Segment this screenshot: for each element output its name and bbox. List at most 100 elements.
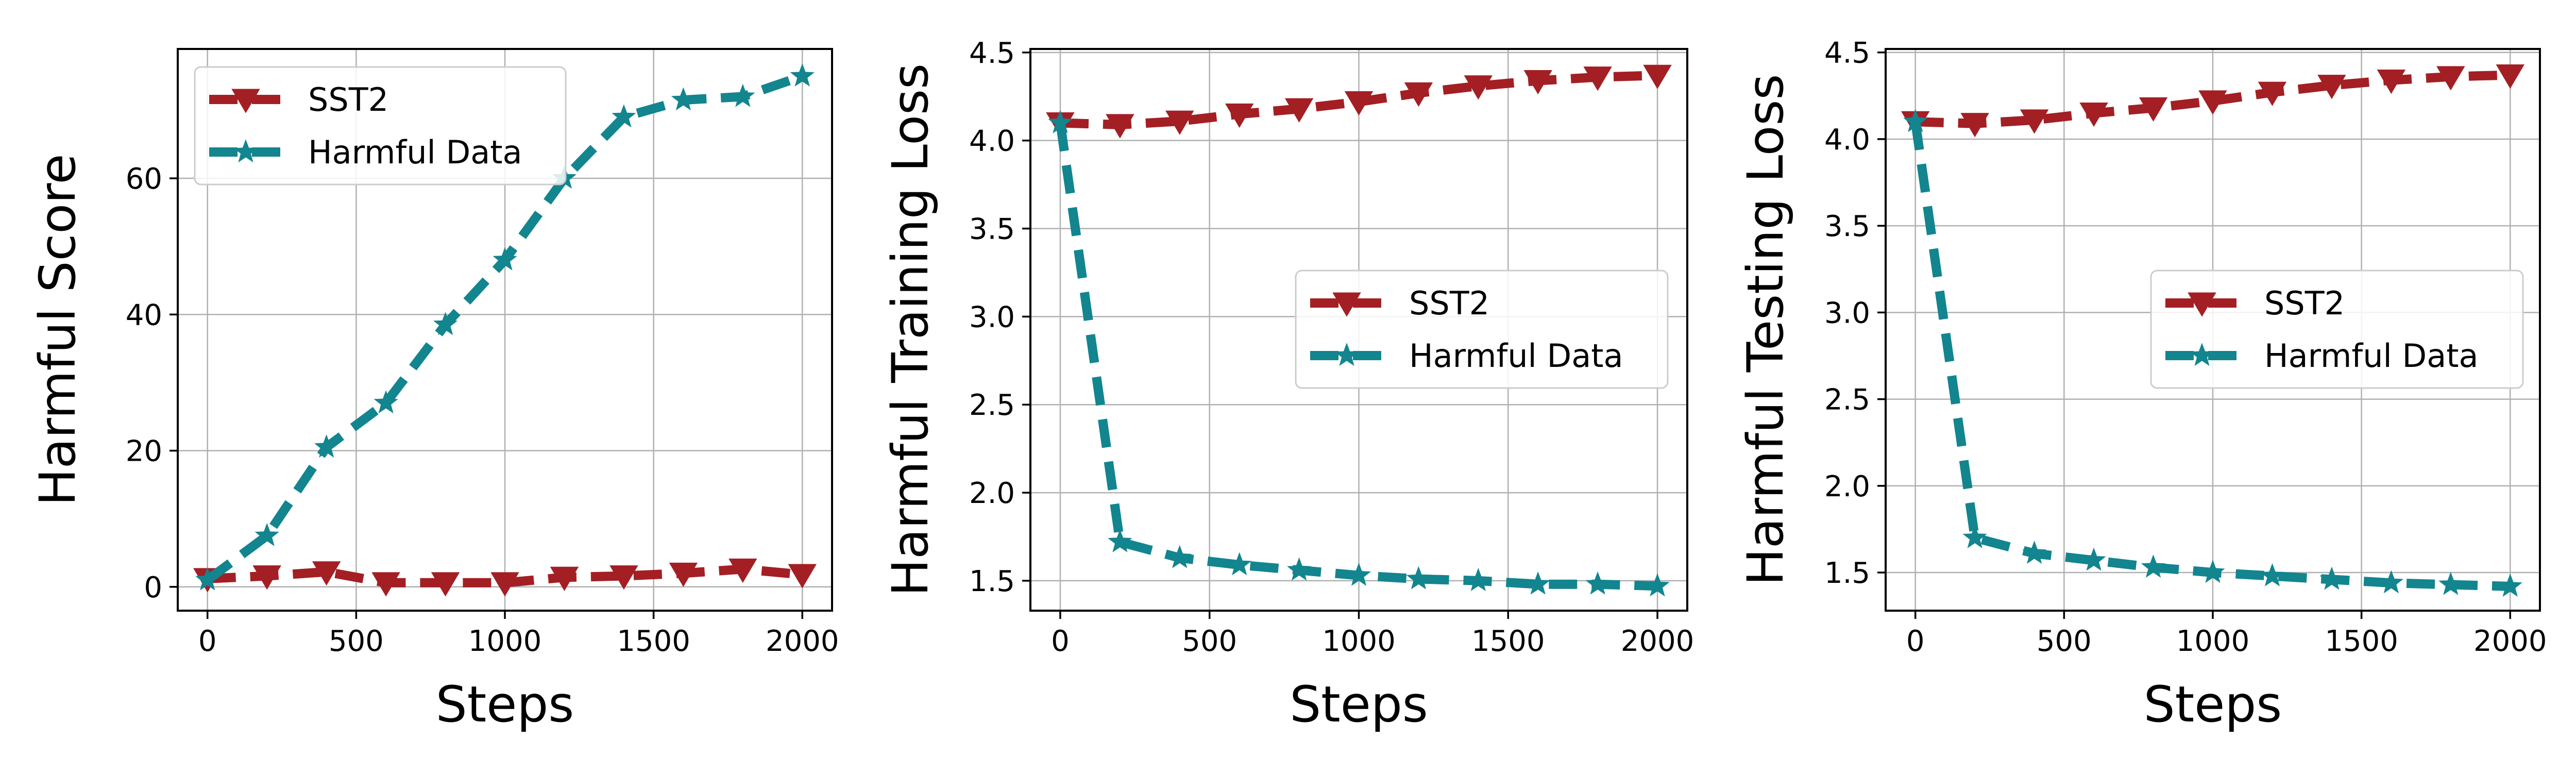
x-tick-label: 500	[1182, 625, 1237, 658]
y-tick-label: 2.5	[1824, 383, 1870, 417]
chart-panel-3: 0 500 1000 1500 2000 1.5 2.0 2.5 3.0 3.5 4.0 4.5 Ste…	[1737, 37, 2547, 733]
x-tick-label: 1500	[617, 625, 690, 658]
data-point	[669, 562, 698, 587]
series-line	[207, 564, 803, 587]
data-point	[195, 567, 220, 591]
legend-label: SST2	[308, 81, 388, 119]
data-point	[1167, 545, 1192, 568]
data-point	[1287, 557, 1312, 581]
x-tick-label: 2000	[766, 625, 839, 658]
x-tick-label: 0	[1906, 625, 1925, 658]
series-harmful-data	[1048, 110, 1670, 597]
x-tick-label: 0	[1051, 625, 1070, 658]
y-tick-label: 3.0	[1824, 296, 1870, 330]
y-axis-label: Harmful Training Loss	[882, 63, 939, 596]
data-point	[371, 572, 400, 597]
data-point	[2141, 554, 2166, 578]
legend-marker	[2188, 292, 2216, 317]
data-point	[788, 564, 817, 589]
data-point	[728, 558, 757, 583]
data-point	[790, 63, 815, 87]
y-tick-label: 4.0	[969, 125, 1015, 158]
legend-box	[2150, 270, 2524, 389]
series-sst2	[1046, 64, 1672, 139]
data-point	[255, 523, 279, 546]
legend-label: SST2	[1409, 284, 1489, 322]
y-tick-label: 2.0	[969, 477, 1015, 510]
legend: SST2 Harmful Data	[2150, 270, 2524, 389]
data-point	[1284, 98, 1314, 123]
data-point	[612, 104, 636, 128]
data-point	[1404, 82, 1433, 107]
data-point	[1645, 573, 1670, 597]
data-point	[1225, 103, 1254, 128]
data-point	[2438, 572, 2463, 595]
data-point	[1346, 562, 1371, 586]
x-tick-label: 0	[198, 625, 217, 658]
data-point	[2258, 81, 2287, 106]
y-tick-label: 4.5	[969, 37, 1015, 70]
series-harmful-data	[1903, 109, 2522, 597]
chart-panel-2: 0 500 1000 1500 2000 1.5 2.0 2.5 3.0 3.5 4.0 4.5 Ste…	[882, 37, 1694, 733]
x-tick-label: 2000	[1621, 625, 1694, 658]
data-point	[1903, 109, 1928, 132]
data-point	[312, 561, 341, 586]
y-tick-label: 4.0	[1824, 123, 1870, 157]
data-point	[2079, 102, 2108, 127]
data-point	[2139, 97, 2168, 122]
data-point	[1643, 64, 1672, 89]
data-point	[2022, 541, 2047, 564]
series-sst2	[1901, 64, 2525, 138]
y-tick-label: 20	[126, 435, 162, 468]
x-tick-label: 1000	[468, 625, 542, 658]
x-tick-label: 1500	[2325, 625, 2398, 658]
y-tick-label: 60	[126, 162, 162, 196]
data-point	[2200, 560, 2225, 583]
x-tick-label: 500	[2037, 625, 2092, 658]
data-point	[2379, 570, 2404, 594]
data-point	[1962, 525, 1987, 548]
data-point	[2317, 75, 2346, 99]
data-point	[731, 83, 755, 107]
data-point	[374, 390, 398, 414]
data-point	[1106, 114, 1134, 139]
y-tick-label: 4.5	[1824, 37, 1870, 70]
x-tick-label: 500	[329, 625, 384, 658]
data-point	[550, 566, 579, 591]
data-point	[1466, 568, 1490, 591]
series-line	[1915, 70, 2511, 128]
y-tick-label: 3.5	[969, 213, 1015, 246]
x-tick-label: 1000	[2176, 625, 2250, 658]
y-tick-label: 3.0	[969, 300, 1015, 334]
x-tick-label: 2000	[2473, 625, 2547, 658]
data-point	[1526, 571, 1550, 595]
legend-label: Harmful Data	[308, 133, 522, 171]
data-point	[1960, 113, 1989, 138]
data-point	[314, 434, 339, 458]
y-tick-label: 0	[144, 571, 162, 604]
y-tick-label: 3.5	[1824, 210, 1870, 243]
y-axis-label: Harmful Testing Loss	[1737, 74, 1794, 586]
data-point	[2020, 109, 2049, 134]
data-point	[1344, 91, 1374, 116]
data-point	[252, 565, 281, 590]
data-point	[1523, 70, 1552, 95]
legend-box	[1295, 270, 1669, 389]
data-point	[2319, 566, 2344, 590]
x-axis-label: Steps	[1290, 676, 1428, 733]
chart-panel-1: 0 500 1000 1500 2000 0 20 40 60 Steps Harmful Scor…	[29, 48, 839, 733]
legend-marker	[1332, 292, 1361, 317]
legend-box	[194, 66, 567, 186]
legend-label: Harmful Data	[2264, 337, 2479, 375]
data-point	[493, 247, 517, 271]
x-tick-label: 1500	[1471, 625, 1545, 658]
x-tick-label: 1000	[1322, 625, 1396, 658]
x-axis-label: Steps	[2144, 676, 2282, 733]
legend-label: Harmful Data	[1409, 337, 1623, 375]
legend-marker	[2190, 343, 2214, 366]
data-point	[2198, 90, 2227, 115]
y-tick-label: 40	[126, 298, 162, 332]
data-point	[2436, 66, 2465, 91]
data-point	[1165, 110, 1194, 135]
